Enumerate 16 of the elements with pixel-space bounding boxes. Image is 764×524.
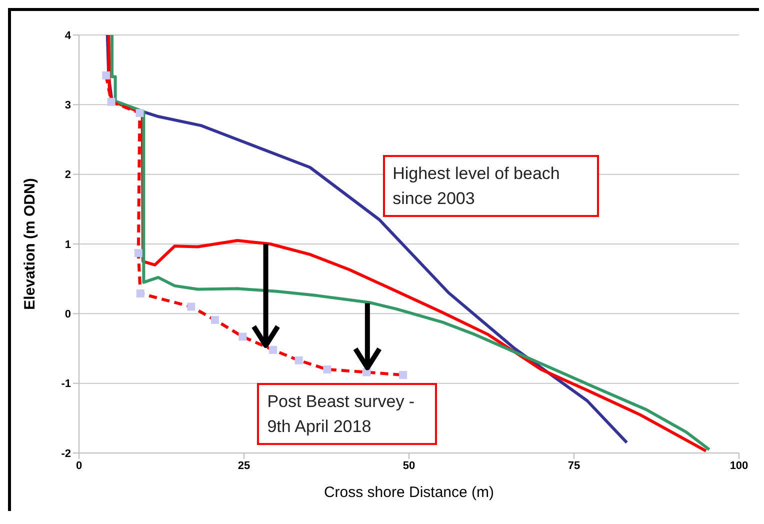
y-tick-label: 0	[64, 308, 71, 321]
x-tick-label: 0	[76, 460, 82, 472]
y-tick-label: 2	[64, 169, 71, 182]
annotation: Highest level of beach since 2003	[382, 154, 599, 217]
y-tick-label: 4	[64, 30, 72, 42]
y-axis-title: Elevation (m ODN)	[21, 178, 38, 310]
y-tick-label: -2	[61, 448, 71, 460]
x-tick-label: 50	[402, 460, 416, 472]
x-axis-title: Cross shore Distance (m)	[324, 484, 494, 501]
y-tick-label: 1	[64, 238, 71, 251]
y-tick-label: -1	[61, 378, 71, 390]
x-tick-label: 75	[568, 460, 580, 472]
x-tick-label: 100	[730, 460, 748, 472]
x-tick-label: 25	[238, 460, 250, 472]
annotation: Post Beast survey - 9th April 2018	[257, 383, 438, 446]
y-tick-label: 3	[64, 100, 71, 112]
